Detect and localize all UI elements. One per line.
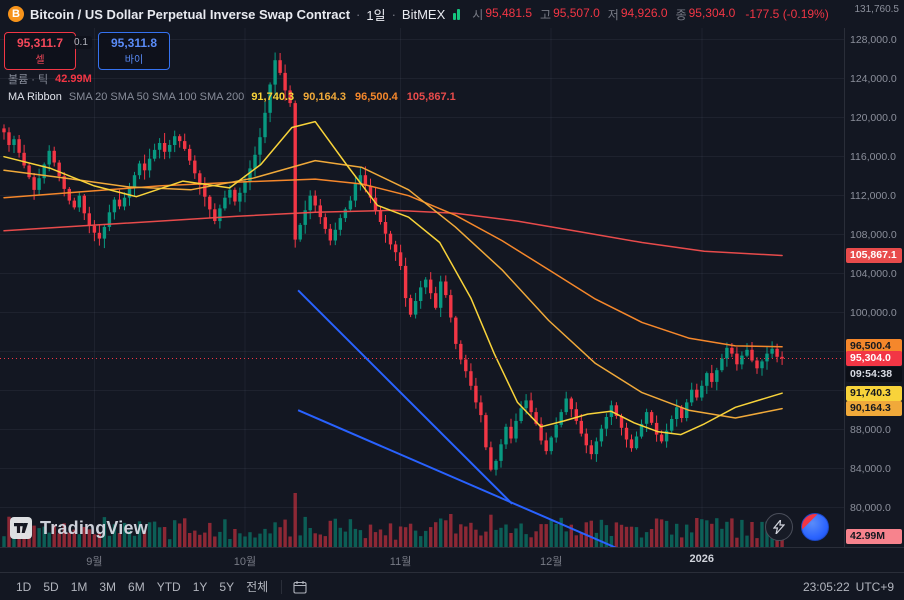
range-5y-button[interactable]: 5Y xyxy=(219,579,235,594)
instant-trading-icon[interactable] xyxy=(765,513,793,541)
separator: · xyxy=(391,6,396,22)
ma-value: 91,740.3 xyxy=(251,91,295,103)
price-tick-label: 108,000.0 xyxy=(850,228,897,241)
ohlc-readout: 시 95,481.5 고 95,507.0 저 94,926.0 종 95,304.0 … xyxy=(472,6,828,23)
close-label: 종 xyxy=(675,7,687,22)
axis-top-price: 131,760.5 xyxy=(854,4,900,15)
market-open-icon xyxy=(453,8,461,20)
spread-value: 0.1 xyxy=(70,36,92,49)
price-tick-label: 84,000.0 xyxy=(850,462,891,475)
price-badge: 95,304.0 xyxy=(846,350,902,366)
price-tick-label: 124,000.0 xyxy=(850,72,897,85)
symbol-title[interactable]: Bitcoin / US Dollar Perpetual Inverse Sw… xyxy=(30,6,351,22)
ma-value: 90,164.3 xyxy=(303,91,346,103)
broker-bubble-icon[interactable] xyxy=(801,513,829,541)
ma-value: 105,867.1 xyxy=(406,91,456,103)
price-tick-label: 112,000.0 xyxy=(850,189,896,202)
volume-legend-value: 42.99M xyxy=(55,73,92,85)
watermark-text: TradingView xyxy=(40,517,148,538)
candlestick-plot[interactable] xyxy=(0,28,845,547)
price-tick-label: 100,000.0 xyxy=(850,306,897,319)
range-5d-button[interactable]: 5D xyxy=(43,579,59,594)
symbol-header: B Bitcoin / US Dollar Perpetual Inverse … xyxy=(0,0,904,28)
tradingview-watermark: TradingView xyxy=(10,517,148,539)
range-ytd-button[interactable]: YTD xyxy=(156,579,181,594)
floating-buttons xyxy=(765,513,829,541)
price-tick-label: 80,000.0 xyxy=(850,501,891,514)
change-value: -177.5 (-0.19%) xyxy=(745,7,829,21)
bitcoin-logo-icon: B xyxy=(8,6,24,22)
chart-pane[interactable]: 95,311.7 셀 0.1 95,311.8 바이 볼륨 · 틱 42.99M… xyxy=(0,28,845,547)
interval-label[interactable]: 1일 xyxy=(366,7,386,23)
range-1m-button[interactable]: 1M xyxy=(70,579,88,594)
close-value: 95,304.0 xyxy=(688,5,736,20)
open-label: 시 xyxy=(472,7,484,22)
ma-legend-params: SMA 20 SMA 50 SMA 100 SMA 200 xyxy=(68,91,245,103)
ma-legend-values: 91,740.3 90,164.3 96,500.4 105,867.1 xyxy=(251,91,464,103)
low-label: 저 xyxy=(607,7,619,22)
range-6m-button[interactable]: 6M xyxy=(128,579,145,594)
time-tick-label: 2026 xyxy=(689,553,715,565)
ma-value: 96,500.4 xyxy=(354,91,398,103)
price-tick-label: 88,000.0 xyxy=(850,423,891,436)
price-tick-label: 104,000.0 xyxy=(850,267,897,280)
time-tick-label: 9월 xyxy=(86,556,103,568)
high-label: 고 xyxy=(540,7,552,22)
time-tick-label: 10월 xyxy=(233,556,257,568)
bottom-toolbar: 1D 5D 1M 3M 6M YTD 1Y 5Y 전체 23:05:22 UTC… xyxy=(0,572,904,600)
price-axis[interactable]: 80,000.084,000.088,000.092,000.096,000.0… xyxy=(844,28,904,547)
clock-time: 23:05:22 xyxy=(802,579,850,594)
tradingview-logo-icon xyxy=(10,517,32,539)
separator: · xyxy=(356,6,361,22)
high-value: 95,507.0 xyxy=(553,5,600,20)
volume-legend-row: 볼륨 · 틱 42.99M xyxy=(8,70,465,88)
ma-legend-row: MA Ribbon SMA 20 SMA 50 SMA 100 SMA 200 … xyxy=(8,88,465,106)
volume-legend-label[interactable]: 볼륨 · 틱 xyxy=(8,74,49,86)
price-badge: 105,867.1 xyxy=(846,247,902,263)
range-1y-button[interactable]: 1Y xyxy=(192,579,208,594)
session-clock[interactable]: 23:05:22 UTC+9 xyxy=(803,580,894,594)
price-badge: 90,164.3 xyxy=(846,401,902,417)
sell-price: 95,311.7 xyxy=(16,36,64,50)
range-1d-button[interactable]: 1D xyxy=(16,579,32,594)
buy-price: 95,311.8 xyxy=(110,36,158,50)
range-all-button[interactable]: 전체 xyxy=(246,580,269,594)
countdown-badge: 09:54:38 xyxy=(846,366,902,382)
clock-timezone: UTC+9 xyxy=(855,579,894,594)
quick-trade-widget: 95,311.7 셀 0.1 95,311.8 바이 xyxy=(4,32,170,70)
exchange-label[interactable]: BitMEX xyxy=(401,6,446,22)
range-3m-button[interactable]: 3M xyxy=(99,579,117,594)
price-tick-label: 120,000.0 xyxy=(850,111,897,124)
volume-badge: 42.99M xyxy=(846,529,902,544)
buy-label: 바이 xyxy=(124,55,144,66)
sell-button[interactable]: 95,311.7 셀 xyxy=(4,32,76,70)
price-badge: 91,740.3 xyxy=(846,385,902,401)
buy-button[interactable]: 95,311.8 바이 xyxy=(98,32,170,70)
time-tick-label: 11월 xyxy=(389,556,412,568)
legend: 볼륨 · 틱 42.99M MA Ribbon SMA 20 SMA 50 SM… xyxy=(8,70,465,106)
go-to-date-icon[interactable] xyxy=(289,577,311,597)
price-tick-label: 128,000.0 xyxy=(850,33,897,46)
open-value: 95,481.5 xyxy=(485,5,533,20)
time-axis[interactable]: 9월 10월 11월 12월 2026 xyxy=(0,547,904,573)
time-tick-label: 12월 xyxy=(539,556,563,568)
toolbar-divider xyxy=(281,579,283,594)
ma-legend-title[interactable]: MA Ribbon xyxy=(8,91,62,103)
price-tick-label: 116,000.0 xyxy=(850,150,896,163)
sell-label: 셀 xyxy=(35,55,45,66)
price-badge: 96,500.4 xyxy=(846,339,902,355)
low-value: 94,926.0 xyxy=(620,5,668,20)
